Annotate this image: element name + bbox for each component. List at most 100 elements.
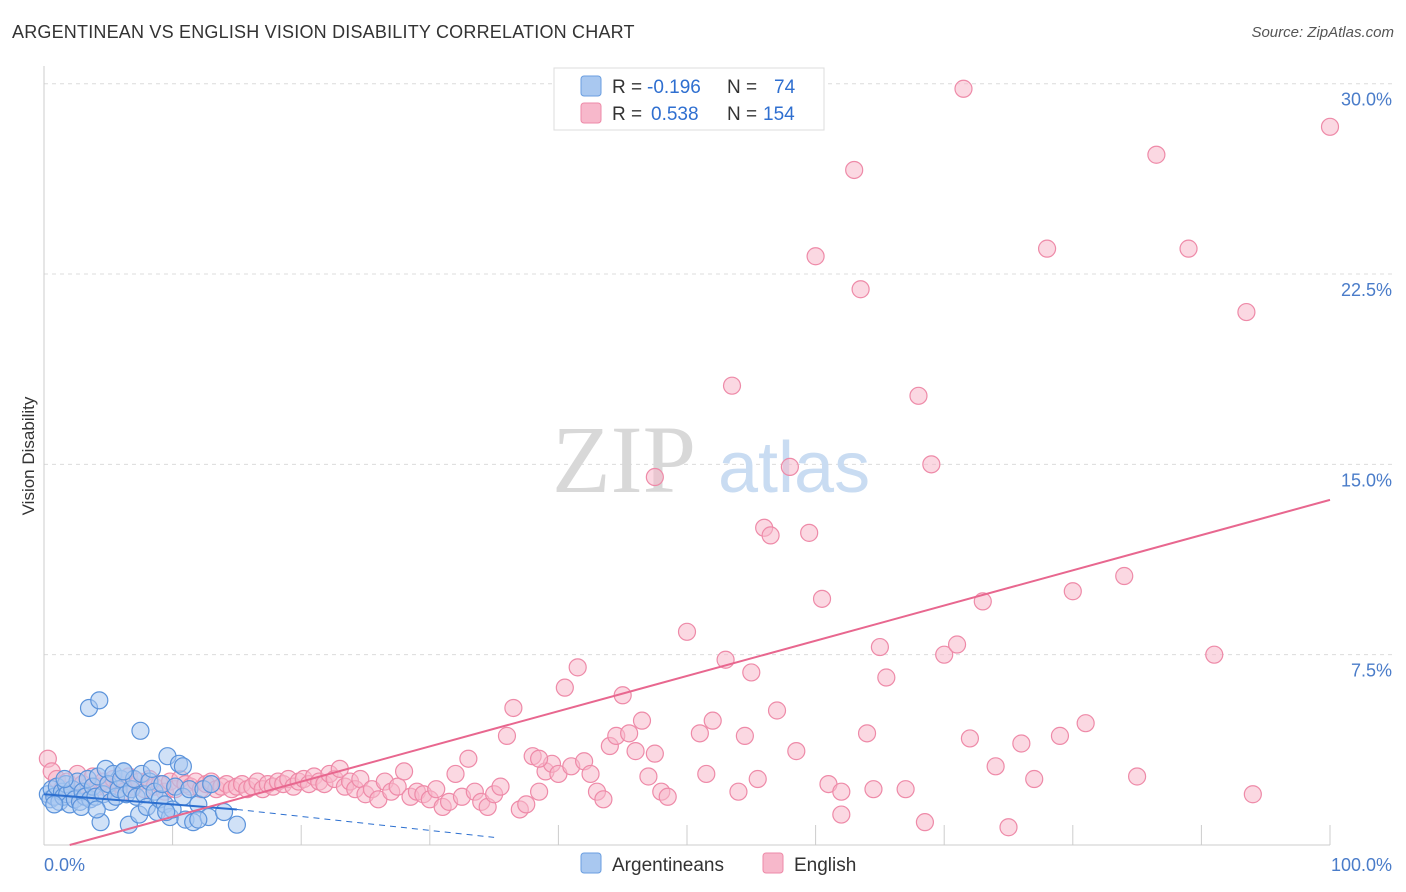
x-tick-labels: 0.0% 100.0% xyxy=(44,855,1392,875)
english-point xyxy=(626,742,645,761)
english-point xyxy=(870,637,890,657)
stats-legend: R = -0.196 N = 74 R = 0.538 N = 154 xyxy=(553,67,825,131)
argentinean-point xyxy=(173,757,192,776)
y-tick-label: 22.5% xyxy=(1341,280,1392,300)
english-point xyxy=(394,762,414,781)
argentinean-point xyxy=(45,795,64,814)
y-tick-label: 30.0% xyxy=(1341,90,1392,110)
english-point xyxy=(703,711,722,730)
argentinean-point xyxy=(114,762,133,781)
english-point xyxy=(658,787,677,806)
english-point xyxy=(857,724,877,743)
english-point xyxy=(935,645,954,664)
english-point xyxy=(780,457,799,476)
argentinean-point xyxy=(227,815,246,834)
english-point xyxy=(742,663,761,682)
english-point xyxy=(555,678,574,697)
english-point xyxy=(851,280,870,299)
english-point xyxy=(639,767,658,786)
english-point xyxy=(632,711,652,730)
english-point xyxy=(697,764,716,784)
english-point xyxy=(806,247,825,266)
english-point xyxy=(954,79,973,98)
argentinean-point xyxy=(87,800,106,819)
english-point xyxy=(947,635,967,654)
english-point xyxy=(517,795,536,814)
english-point xyxy=(787,742,806,761)
argentinean-point xyxy=(131,721,150,740)
english-point xyxy=(960,729,980,748)
english-point xyxy=(832,805,851,824)
english-point xyxy=(594,790,613,809)
english-point xyxy=(767,701,787,720)
watermark-zip: ZIP xyxy=(552,406,696,513)
argentinean-points xyxy=(38,691,246,834)
english-point xyxy=(1037,239,1057,258)
english-point xyxy=(690,724,709,743)
english-point xyxy=(735,726,754,745)
y-axis-label: Vision Disability xyxy=(19,396,38,515)
english-swatch xyxy=(580,102,602,124)
y-tick-labels: 7.5% 15.0% 22.5% 30.0% xyxy=(1341,90,1392,681)
argentinean-point xyxy=(90,691,109,710)
argentinean-point xyxy=(189,810,208,829)
argentinean-trend-extension xyxy=(236,808,495,838)
y-tick-label: 15.0% xyxy=(1341,470,1392,490)
english-point xyxy=(491,777,510,796)
english-point xyxy=(568,658,587,677)
english-point xyxy=(922,455,941,474)
english-point xyxy=(497,726,517,745)
legend-r-value-english: 0.538 xyxy=(651,104,699,125)
legend-r-label: R = xyxy=(612,104,642,125)
english-point xyxy=(896,780,915,799)
english-trend-line xyxy=(69,498,1331,846)
argentinean-point xyxy=(202,774,221,794)
y-tick-label: 7.5% xyxy=(1351,661,1392,681)
argentinean-point xyxy=(214,802,234,822)
english-point xyxy=(1115,566,1134,586)
series-legend: Argentineans English xyxy=(580,852,856,876)
axes xyxy=(43,66,1331,846)
english-point xyxy=(530,749,549,768)
argentinean-swatch xyxy=(580,75,602,97)
argentinean-point xyxy=(55,769,74,789)
english-point xyxy=(1127,767,1147,786)
english-point xyxy=(459,749,478,768)
grid-lines xyxy=(44,83,1394,656)
legend-english-label: English xyxy=(794,855,856,876)
legend-r-value-argentinean: -0.196 xyxy=(647,77,701,98)
legend-argentineans-label: Argentineans xyxy=(612,855,724,876)
english-point xyxy=(645,467,664,487)
argentinean-trend-line xyxy=(43,793,237,811)
legend-argentineans-swatch xyxy=(580,852,602,874)
english-point xyxy=(530,782,549,801)
english-point xyxy=(1243,785,1262,804)
english-point xyxy=(748,769,767,789)
english-point xyxy=(581,764,600,784)
english-point xyxy=(877,668,896,687)
english-point xyxy=(1320,117,1340,136)
english-point xyxy=(909,386,928,405)
argentinean-point xyxy=(72,797,91,817)
english-point xyxy=(761,526,780,545)
english-point xyxy=(864,780,883,799)
english-point xyxy=(620,724,639,743)
english-point xyxy=(915,813,935,832)
english-point xyxy=(812,589,832,608)
english-point xyxy=(1205,645,1224,664)
english-point xyxy=(1063,582,1082,601)
english-point xyxy=(1179,239,1198,258)
x-tick-label: 100.0% xyxy=(1331,855,1392,875)
legend-n-value-english: 154 xyxy=(763,104,795,125)
legend-english-swatch xyxy=(762,852,784,874)
english-point xyxy=(427,780,446,799)
english-point xyxy=(1050,726,1070,745)
english-point xyxy=(1147,145,1166,164)
x-tick-label: 0.0% xyxy=(44,855,85,875)
english-point xyxy=(645,744,664,763)
english-point xyxy=(800,523,819,542)
english-point xyxy=(832,782,851,801)
english-point xyxy=(845,160,864,180)
english-point xyxy=(1025,769,1044,789)
